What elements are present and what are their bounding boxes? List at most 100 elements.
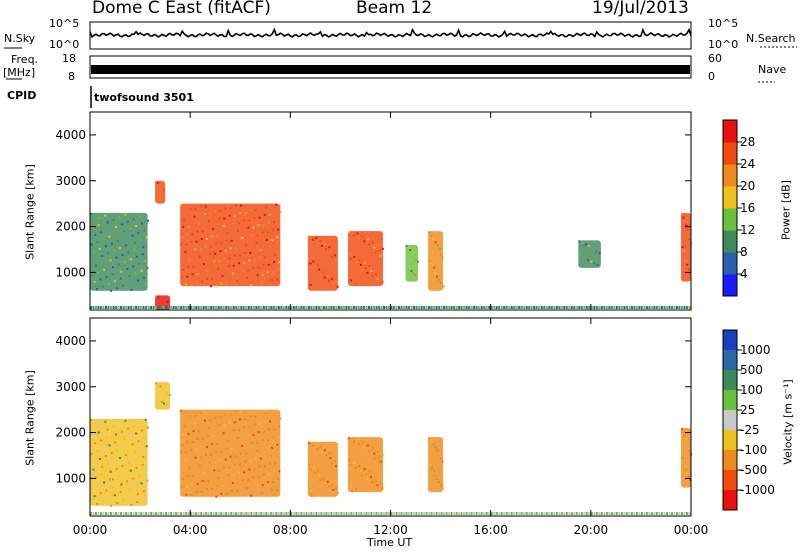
power-colorbar-tick-label: 12 bbox=[740, 223, 755, 237]
velocity-echo-speck bbox=[141, 463, 144, 466]
power-echo-speck bbox=[109, 259, 112, 262]
power-echo-speck bbox=[433, 272, 436, 274]
power-echo-speck bbox=[354, 260, 357, 263]
sky-left-tick-bottom: 10^0 bbox=[49, 38, 80, 51]
velocity-ground-scatter bbox=[122, 512, 125, 515]
velocity-echo-speck bbox=[215, 495, 218, 498]
power-colorbar-tick-label: 16 bbox=[740, 201, 755, 215]
power-ground-scatter bbox=[658, 306, 661, 309]
velocity-ground-scatter bbox=[613, 512, 616, 515]
velocity-colorbar-cell bbox=[723, 410, 737, 431]
velocity-echo-speck bbox=[185, 451, 188, 454]
velocity-ground-scatter bbox=[648, 512, 651, 515]
power-echo-speck bbox=[129, 258, 132, 261]
velocity-echo-speck bbox=[245, 452, 248, 455]
power-echo-fill bbox=[155, 180, 166, 204]
velocity-echo-speck bbox=[238, 429, 240, 432]
power-echo-speck bbox=[596, 263, 599, 266]
velocity-echo-speck bbox=[94, 442, 97, 445]
velocity-echo-speck bbox=[257, 431, 260, 434]
power-echo-speck bbox=[405, 244, 408, 247]
velocity-echo-speck bbox=[381, 453, 384, 456]
power-echo-speck bbox=[121, 254, 124, 256]
velocity-echo-speck bbox=[102, 447, 105, 450]
power-echo-speck bbox=[91, 226, 94, 229]
velocity-ground-scatter bbox=[383, 512, 385, 515]
velocity-echo-speck bbox=[350, 485, 353, 488]
power-echo-speck bbox=[319, 273, 322, 276]
power-echo-speck bbox=[312, 260, 315, 263]
velocity-echo-speck bbox=[332, 488, 335, 491]
velocity-echo-2 bbox=[180, 409, 282, 498]
velocity-echo-speck bbox=[192, 430, 195, 433]
power-ground-scatter bbox=[305, 306, 308, 309]
power-echo-speck bbox=[202, 263, 205, 265]
velocity-echo-speck bbox=[279, 417, 282, 420]
power-echo-speck bbox=[275, 203, 278, 206]
velocity-ground-scatter bbox=[115, 512, 117, 515]
velocity-echo-speck bbox=[261, 484, 264, 486]
velocity-echo-speck bbox=[214, 416, 217, 419]
power-echo-speck bbox=[97, 271, 100, 274]
velocity-ground-scatter bbox=[378, 512, 380, 515]
power-echo-speck bbox=[233, 214, 236, 217]
power-echo-speck bbox=[265, 238, 268, 241]
velocity-ground-scatter bbox=[468, 512, 471, 515]
velocity-ground-scatter bbox=[615, 512, 618, 515]
power-echo-speck bbox=[682, 216, 685, 219]
velocity-echo-speck bbox=[228, 466, 231, 469]
power-echo-speck bbox=[686, 228, 689, 231]
velocity-echo-speck bbox=[278, 425, 281, 428]
velocity-echo-speck bbox=[129, 435, 132, 438]
velocity-echo-speck bbox=[98, 458, 101, 460]
velocity-echo-speck bbox=[376, 450, 379, 453]
power-echo-speck bbox=[229, 247, 232, 250]
power-ground-scatter bbox=[117, 306, 120, 309]
power-echo-speck bbox=[278, 261, 281, 264]
power-echo-speck bbox=[103, 268, 106, 271]
velocity-ground-scatter bbox=[187, 512, 190, 515]
power-ground-scatter bbox=[317, 306, 320, 309]
velocity-ground-scatter bbox=[643, 512, 646, 515]
velocity-ground-scatter bbox=[623, 512, 626, 515]
power-echo-speck bbox=[256, 274, 259, 277]
velocity-ground-scatter bbox=[317, 512, 320, 515]
velocity-ground-scatter bbox=[107, 512, 110, 515]
power-ground-scatter bbox=[488, 306, 491, 309]
power-echo-speck bbox=[234, 204, 237, 207]
power-ground-scatter bbox=[260, 306, 263, 309]
velocity-ground-scatter bbox=[600, 512, 603, 515]
power-echo-speck bbox=[211, 277, 214, 280]
velocity-colorbar-tick-label: 1000 bbox=[740, 343, 771, 357]
velocity-ground-scatter bbox=[575, 512, 578, 515]
velocity-echo-speck bbox=[113, 494, 116, 497]
velocity-ground-scatter bbox=[192, 512, 195, 515]
velocity-echo-speck bbox=[264, 412, 267, 415]
velocity-ground-scatter bbox=[130, 512, 133, 515]
velocity-echo-speck bbox=[230, 447, 233, 450]
power-echo-speck bbox=[206, 277, 208, 280]
power-echo-speck bbox=[579, 253, 582, 256]
power-ground-scatter bbox=[405, 306, 408, 309]
power-ground-scatter bbox=[212, 306, 215, 309]
power-echo-speck bbox=[230, 239, 233, 242]
velocity-ground-scatter bbox=[568, 512, 571, 515]
power-ground-scatter bbox=[525, 306, 528, 309]
power-ground-scatter bbox=[150, 306, 153, 309]
power-colorbar-cell bbox=[723, 164, 737, 187]
power-echo-speck bbox=[181, 276, 184, 278]
power-echo-speck bbox=[110, 242, 113, 245]
velocity-echo-speck bbox=[440, 484, 443, 487]
velocity-ground-scatter bbox=[660, 512, 663, 515]
power-echo-speck bbox=[157, 296, 160, 299]
power-echo-speck bbox=[586, 259, 589, 262]
power-echo-speck bbox=[209, 252, 212, 255]
velocity-echo-speck bbox=[686, 472, 689, 475]
velocity-echo-speck bbox=[254, 415, 257, 418]
velocity-echo-speck bbox=[248, 426, 251, 429]
power-echo-speck bbox=[143, 229, 146, 232]
velocity-echo-speck bbox=[133, 451, 136, 454]
power-ground-scatter bbox=[453, 306, 456, 309]
velocity-ground-scatter bbox=[170, 512, 173, 515]
sky-left-tick-top: 10^5 bbox=[49, 17, 80, 30]
